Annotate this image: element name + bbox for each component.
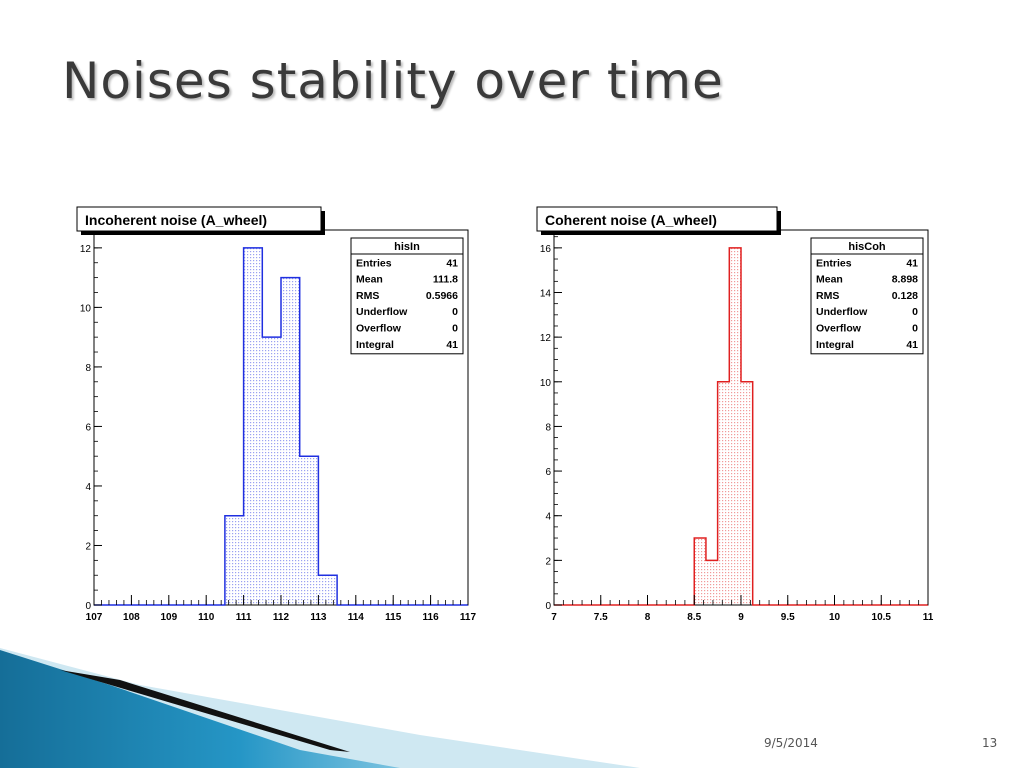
x-tick-label: 110 [198, 612, 215, 623]
histogram-bar [299, 456, 319, 605]
decorative-swoosh [0, 648, 640, 768]
x-tick-label: 115 [385, 612, 402, 623]
stats-label: Entries [816, 257, 852, 269]
y-tick-label: 14 [540, 289, 552, 300]
title-box [536, 206, 778, 232]
histogram-bar [741, 381, 753, 605]
slide-title: Noises stability over time [62, 52, 724, 110]
stats-value: 41 [446, 339, 458, 351]
x-tick-label: 9 [738, 612, 744, 623]
histogram-bar [281, 277, 300, 605]
decor-dark-stroke [60, 670, 350, 752]
coherent-noise-chart: 0 2 4 6 8 10 12 14 16 7 7.5 8 8.5 9 9.5 10 10.5 11 Coheren… [530, 200, 970, 630]
x-tick-label: 7.5 [594, 612, 608, 623]
y-tick-label: 12 [80, 244, 92, 255]
y-tick-label: 16 [540, 244, 552, 255]
stats-box [350, 237, 464, 355]
stats-label: Overflow [356, 323, 402, 335]
x-tick-label: 117 [460, 612, 477, 623]
histogram-outline [94, 247, 468, 606]
y-tick-label: 6 [545, 467, 551, 478]
y-tick-label: 4 [85, 482, 91, 493]
decor-blue-band [0, 650, 400, 768]
stats-label: RMS [816, 290, 839, 302]
coherent-noise-svg: 0 2 4 6 8 10 12 14 16 7 7.5 8 8.5 9 9.5 10 10.5 11 Coheren… [536, 206, 934, 623]
title-box [76, 206, 322, 232]
histogram-bar [717, 381, 730, 605]
x-tick-label: 116 [423, 612, 440, 623]
incoherent-noise-svg: 0 2 4 6 8 10 12 107 108 109 110 111 112 113 114 115 116 1… [76, 206, 477, 623]
x-tick-label: 108 [123, 612, 140, 623]
stats-name: hisCoh [848, 241, 886, 253]
y-tick-label: 0 [85, 601, 91, 612]
incoherent-noise-chart: 0 2 4 6 8 10 12 107 108 109 110 111 112 113 114 115 116 1… [70, 200, 510, 630]
stats-value: 41 [906, 339, 918, 351]
stats-name: hisIn [394, 241, 420, 253]
histogram-bar [262, 337, 281, 605]
stats-value: 0 [452, 306, 458, 318]
x-tick-label: 113 [310, 612, 327, 623]
stats-label: Underflow [816, 306, 868, 318]
y-tick-label: 6 [85, 422, 91, 433]
x-tick-label: 114 [348, 612, 365, 623]
histogram-bar [224, 515, 244, 605]
x-tick-label: 10.5 [872, 612, 892, 623]
y-tick-label: 8 [85, 363, 91, 374]
histogram-bar [729, 247, 741, 605]
y-tick-label: 8 [545, 422, 551, 433]
stats-box [810, 237, 924, 355]
y-tick-label: 2 [85, 541, 91, 552]
footer-date: 9/5/2014 [764, 736, 818, 750]
stats-label: Underflow [356, 306, 408, 318]
x-tick-label: 10 [829, 612, 841, 623]
stats-label: Overflow [816, 323, 862, 335]
page-number: 13 [982, 736, 998, 750]
chart-title: Incoherent noise (A_wheel) [85, 212, 267, 228]
x-tick-label: 112 [273, 612, 290, 623]
x-tick-label: 107 [86, 612, 103, 623]
histogram-outline [554, 247, 928, 606]
x-tick-label: 109 [160, 612, 177, 623]
chart-title: Coherent noise (A_wheel) [545, 212, 717, 228]
stats-label: Mean [816, 274, 843, 286]
stats-label: Mean [356, 274, 383, 286]
x-tick-label: 8 [645, 612, 651, 623]
stats-value: 111.8 [433, 274, 458, 286]
stats-value: 0 [912, 306, 918, 318]
stats-label: Integral [816, 339, 854, 351]
stats-value: 0.5966 [426, 290, 458, 302]
x-tick-label: 8.5 [687, 612, 701, 623]
stats-value: 0 [912, 323, 918, 335]
y-tick-label: 10 [80, 303, 92, 314]
stats-value: 0 [452, 323, 458, 335]
y-tick-label: 10 [540, 378, 552, 389]
stats-value: 0.128 [892, 290, 918, 302]
x-tick-label: 7 [551, 612, 557, 623]
histogram-bar [243, 247, 263, 605]
stats-label: Integral [356, 339, 394, 351]
y-tick-label: 0 [545, 601, 551, 612]
histogram-bar [705, 560, 718, 605]
x-tick-label: 9.5 [781, 612, 795, 623]
histogram-bar [694, 538, 706, 605]
y-tick-label: 2 [545, 556, 551, 567]
stats-label: RMS [356, 290, 379, 302]
x-tick-label: 111 [236, 612, 252, 623]
stats-value: 41 [446, 257, 458, 269]
y-tick-label: 4 [545, 512, 551, 523]
stats-value: 41 [906, 257, 918, 269]
y-tick-label: 12 [540, 333, 552, 344]
stats-label: Entries [356, 257, 392, 269]
stats-value: 8.898 [892, 274, 918, 286]
x-tick-label: 11 [923, 612, 934, 623]
histogram-bar [318, 575, 338, 605]
